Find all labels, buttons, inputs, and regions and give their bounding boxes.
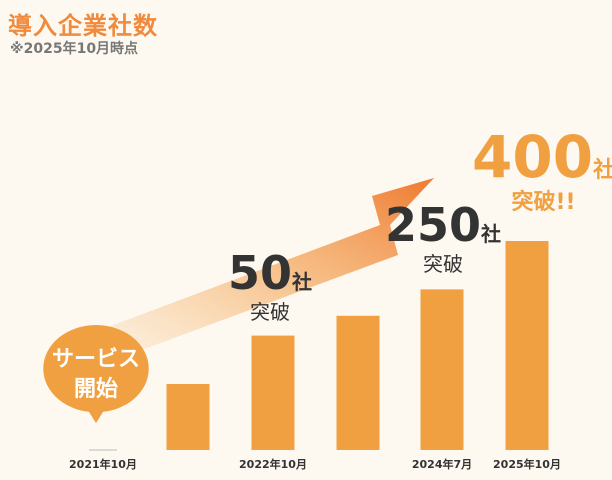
annotation-suffix: 突破!!: [511, 190, 576, 215]
annotation-unit: 社: [593, 158, 612, 183]
annotation-unit: 社: [481, 222, 502, 246]
bar-1: [166, 384, 210, 450]
annotation-number: 400: [472, 123, 594, 191]
bar-3: [336, 315, 380, 450]
annotation-suffix: 突破: [423, 252, 464, 276]
annotation-number: 50: [228, 246, 293, 300]
bar-4: [420, 289, 464, 450]
growth-arrow: [100, 178, 434, 358]
x-tick-label: 2025年10月: [493, 457, 561, 471]
annotation-400: 400社 突破!!: [472, 128, 612, 214]
chart-title: 導入企業社数: [8, 12, 158, 40]
x-tick-label: 2024年7月: [412, 457, 472, 471]
chart-subtitle: ※2025年10月時点: [10, 41, 139, 57]
annotation-50: 50社 突破: [228, 250, 312, 322]
bar-5: [505, 241, 549, 450]
annotation-250: 250社 突破: [385, 202, 501, 274]
bar-2: [251, 335, 295, 450]
annotation-suffix: 突破: [250, 300, 290, 324]
bubble-text: サービス 開始: [51, 347, 140, 402]
annotation-unit: 社: [292, 270, 313, 294]
service-start-bubble: サービス 開始: [36, 325, 156, 425]
annotation-number: 250: [385, 198, 482, 252]
x-tick-label: 2022年10月: [239, 457, 307, 471]
x-tick-label: 2021年10月: [69, 457, 137, 471]
